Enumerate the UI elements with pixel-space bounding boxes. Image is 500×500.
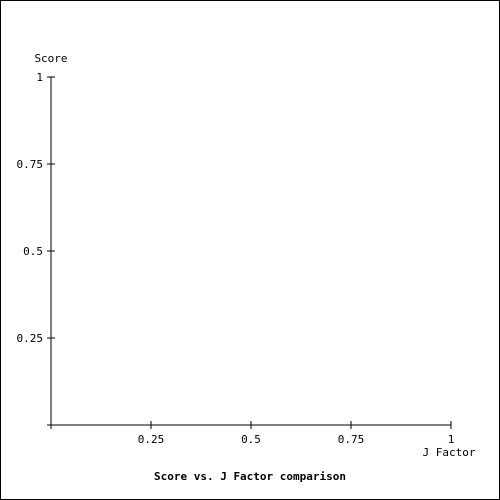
x-tick-label: 0.5 [241,433,261,446]
chart-title: Score vs. J Factor comparison [154,470,346,483]
x-tick-label: 0.75 [338,433,365,446]
x-axis-ticks: 0.25 0.5 0.75 1 [50,421,455,446]
y-tick-label: 0.5 [23,245,43,258]
y-axis-title: Score [34,52,67,65]
y-tick-label: 0.25 [17,332,44,345]
y-tick-label: 0.75 [17,158,44,171]
y-axis-ticks: 1 0.75 0.5 0.25 [17,71,55,426]
x-tick-label: 1 [448,433,455,446]
x-axis-title: J Factor [423,446,476,459]
x-tick-label: 0.25 [138,433,165,446]
y-tick-label: 1 [36,71,43,84]
